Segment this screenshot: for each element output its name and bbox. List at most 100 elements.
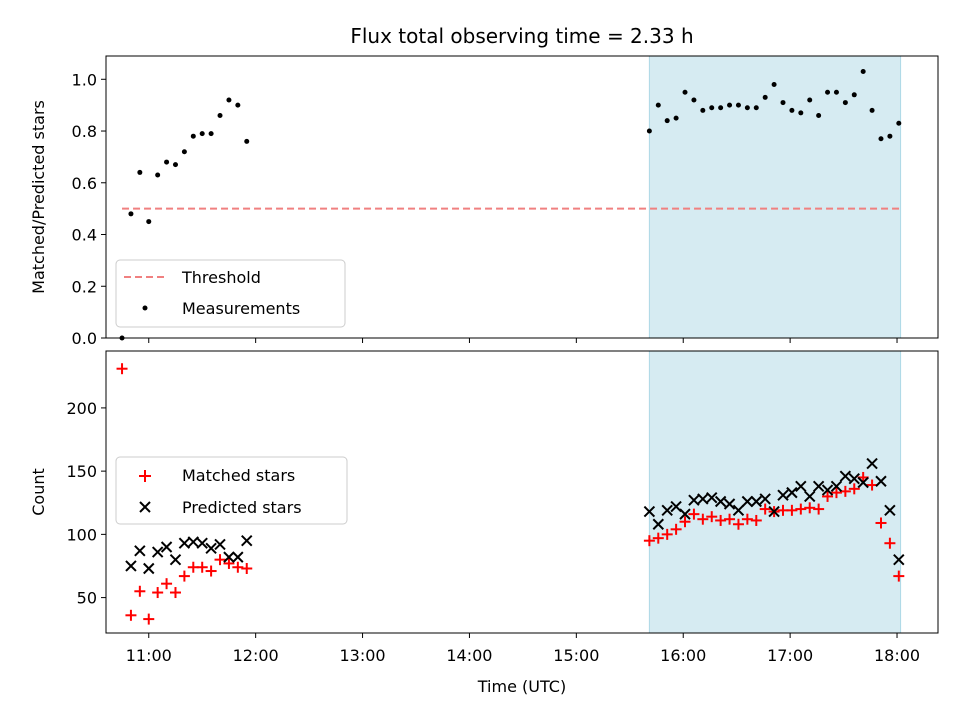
predicted-star-point	[652, 518, 664, 530]
predicted-star-point	[187, 536, 200, 548]
matched-star-point	[804, 502, 816, 514]
y-tick-label: 0.8	[72, 122, 97, 141]
predicted-star-point	[741, 495, 754, 508]
matched-star-point	[724, 513, 736, 525]
predicted-star-point	[706, 491, 718, 504]
measurement-point	[878, 136, 884, 142]
matched-star-point	[205, 565, 217, 577]
measurement-point	[137, 169, 143, 175]
x-tick-label: 16:00	[660, 646, 706, 665]
matched-star-point	[169, 587, 181, 599]
predicted-star-point	[679, 508, 691, 520]
x-tick-label: 13:00	[339, 646, 385, 665]
matched-star-point	[679, 516, 691, 528]
x-tick-label: 11:00	[126, 646, 172, 665]
x-tick-label: 12:00	[233, 646, 279, 665]
measurement-point	[718, 105, 724, 111]
measurement-point	[744, 105, 750, 111]
predicted-star-point	[714, 495, 727, 508]
measurement-point	[798, 110, 804, 116]
x-tick-label: 14:00	[446, 646, 492, 665]
predicted-star-point	[732, 504, 745, 517]
legend-measurements-label: Measurements	[182, 299, 300, 318]
predicted-star-point	[821, 484, 834, 496]
measurement-point	[155, 172, 161, 178]
measurement-point	[709, 105, 715, 111]
predicted-star-point	[768, 505, 780, 518]
measurement-point	[181, 149, 187, 155]
predicted-star-point	[830, 480, 843, 493]
measurement-point	[682, 89, 688, 95]
predicted-star-point	[223, 551, 235, 563]
y-tick-label: 50	[77, 589, 97, 608]
x-tick-label: 18:00	[874, 646, 920, 665]
measurement-point	[851, 92, 857, 98]
matched-star-point	[786, 504, 798, 516]
matched-star-point	[214, 554, 226, 566]
matched-star-point	[875, 517, 887, 529]
x-tick-label: 15:00	[553, 646, 599, 665]
predicted-star-point	[839, 470, 852, 482]
predicted-star-point	[723, 498, 736, 510]
measurement-point	[235, 102, 241, 108]
matched-star-point	[822, 490, 834, 502]
matched-star-point	[161, 578, 173, 590]
matched-star-point	[143, 613, 155, 625]
count-x-ticks: 11:00 12:00 13:00 14:00 15:00 16:00 17:00 18:00	[126, 633, 920, 665]
measurement-point	[771, 81, 777, 87]
measurement-point	[753, 105, 759, 111]
matched-star-point	[866, 479, 878, 491]
count-y-axis-label: Count	[29, 468, 48, 516]
measurement-point	[700, 107, 706, 113]
matched-star-point	[178, 570, 190, 582]
measurement-point	[887, 133, 893, 139]
measurement-point	[816, 113, 822, 119]
matched-star-point	[759, 503, 771, 515]
matched-star-point	[893, 570, 905, 582]
measurement-point	[735, 102, 741, 108]
predicted-star-point	[241, 534, 253, 547]
predicted-star-point	[786, 486, 798, 499]
matched-star-point	[750, 514, 762, 526]
matched-star-point	[688, 508, 700, 520]
matched-star-point	[732, 518, 744, 530]
measurement-points	[119, 69, 902, 341]
predicted-star-point	[688, 494, 700, 506]
measurement-point	[164, 159, 170, 165]
measurement-point	[208, 131, 214, 137]
ratio-y-axis-label: Matched/Predicted stars	[29, 100, 48, 294]
legend-matched-swatch	[139, 470, 151, 482]
predicted-star-point	[169, 553, 182, 566]
predicted-star-point	[795, 480, 807, 493]
matched-star-point	[839, 485, 851, 497]
matched-star-point	[795, 503, 807, 515]
measurement-point	[172, 162, 178, 168]
count-y-ticks: 50 100 150 200	[66, 399, 106, 608]
matched-star-point	[223, 557, 235, 569]
predicted-star-point	[884, 504, 896, 517]
predicted-star-point	[750, 495, 762, 508]
legend-threshold-label: Threshold	[181, 268, 261, 287]
legend-measurement-swatch	[142, 305, 148, 311]
matched-star-point	[741, 513, 753, 525]
predicted-star-point	[196, 537, 208, 549]
measurement-point	[869, 107, 875, 113]
y-tick-label: 0.0	[72, 329, 97, 348]
predicted-star-point	[777, 489, 789, 501]
count-panel: 50 100 150 200 11:00 12:00 13:00 14:00 15:00 16:…	[29, 350, 939, 696]
predicted-star-point	[214, 538, 226, 551]
predicted-star-point	[848, 473, 860, 485]
measurement-point	[646, 128, 652, 134]
measurement-point	[226, 97, 232, 103]
chart-title: Flux total observing time = 2.33 h	[350, 24, 693, 48]
measurement-point	[217, 113, 223, 119]
count-legend: Matched stars Predicted stars	[115, 456, 348, 525]
predicted-star-point	[804, 490, 816, 503]
measurement-point	[244, 138, 250, 144]
measurement-point	[860, 69, 866, 75]
legend-predicted-swatch	[139, 501, 151, 513]
measurement-point	[146, 219, 152, 225]
y-tick-label: 0.2	[72, 277, 97, 296]
ratio-panel-frame	[105, 55, 939, 339]
